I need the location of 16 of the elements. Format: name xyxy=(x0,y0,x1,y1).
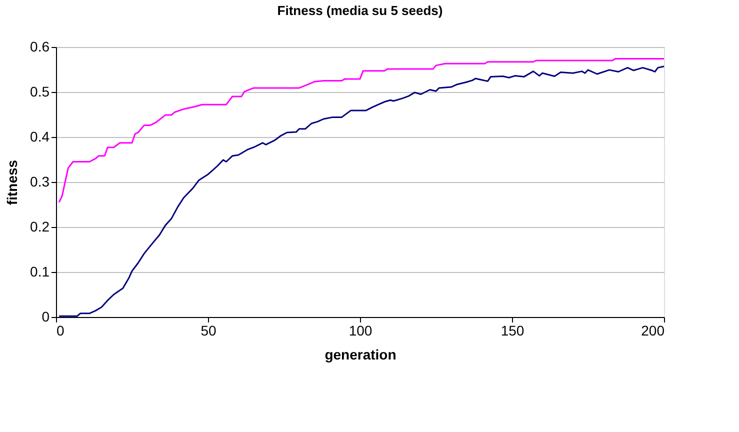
y-axis-title: fitness xyxy=(4,160,20,206)
line-series xyxy=(58,58,665,203)
y-tick-label: 0.5 xyxy=(30,84,50,100)
y-tick-label: 0 xyxy=(42,308,50,324)
x-tick-label: 150 xyxy=(500,322,524,338)
y-tick-label: 0.1 xyxy=(30,264,50,280)
x-tick-label: 200 xyxy=(641,322,665,338)
chart-title: Fitness (media su 5 seeds) xyxy=(277,3,443,18)
x-tick-label: 100 xyxy=(348,322,372,338)
x-tick-label: 50 xyxy=(200,322,216,338)
y-tick-label: 0.6 xyxy=(30,38,50,54)
y-tick-label: 0.3 xyxy=(30,174,50,190)
x-tick-label: 0 xyxy=(56,322,64,338)
y-tick-label: 0.4 xyxy=(30,128,50,144)
y-tick-label: 0.2 xyxy=(30,218,50,234)
x-axis-title: generation xyxy=(324,346,396,362)
